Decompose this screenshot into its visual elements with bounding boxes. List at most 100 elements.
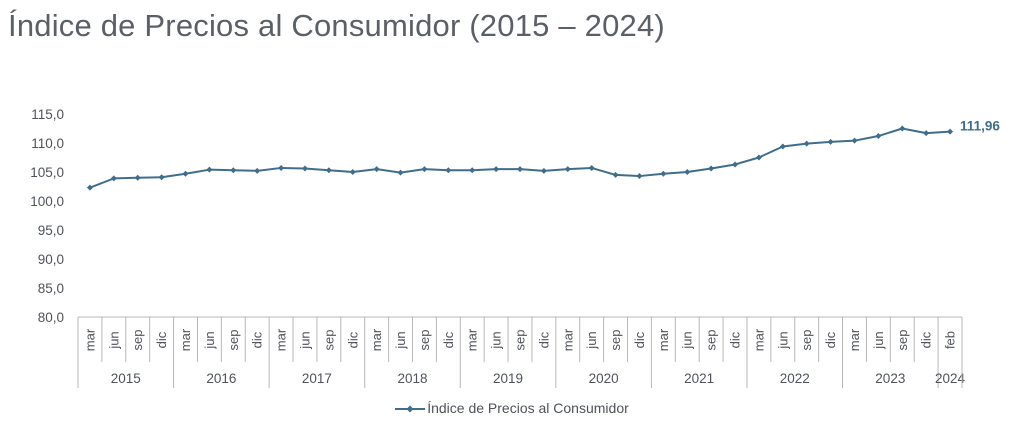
series-ipc: 111,96 [86,119,1000,191]
data-point [301,165,308,172]
legend: Índice de Precios al Consumidor [0,400,1024,416]
data-point [397,169,404,176]
data-point [564,166,571,173]
x-tick-label: mar [82,328,97,351]
x-tick-label: jun [393,331,408,349]
x-tick-label: jun [871,331,886,349]
x-tick-label: jun [584,331,599,349]
data-point [827,138,834,145]
x-tick-label: dic [345,331,360,348]
x-tick-label: mar [656,328,671,351]
y-tick-label: 100,0 [30,194,64,209]
x-tick-label: mar [751,328,766,351]
x-tick-label: jun [775,331,790,349]
year-label: 2015 [111,371,141,386]
x-tick-label: sep [895,330,910,351]
x-tick-label: dic [441,331,456,348]
x-tick-label: dic [536,331,551,348]
data-point [540,167,547,174]
data-point [206,166,213,173]
data-point [421,166,428,173]
x-tick-label: mar [847,328,862,351]
data-point [947,128,954,135]
x-tick-label: sep [417,330,432,351]
year-label: 2021 [684,371,714,386]
data-point [517,166,523,173]
y-tick-label: 80,0 [38,310,64,325]
x-tick-label: sep [513,330,528,351]
x-tick-label: jun [680,331,695,349]
year-label: 2022 [780,371,810,386]
last-value-data-label: 111,96 [960,119,1000,134]
data-point [851,137,858,144]
x-tick-label: feb [943,331,958,349]
data-point [636,173,643,180]
x-tick-label: sep [130,330,145,351]
x-tick-label: mar [369,328,384,351]
y-tick-label: 110,0 [31,136,64,151]
x-axis: mar jun sep dic mar jun sep dic mar jun sep dic mar j… [77,316,966,388]
year-label: 2018 [397,371,427,386]
x-tick-label: mar [274,328,289,351]
data-point [278,164,285,171]
x-tick-label: sep [608,330,623,351]
series-line [89,127,951,189]
data-point [469,167,476,174]
x-tick-label: dic [823,331,838,348]
x-tick-label: dic [919,331,934,348]
data-point [923,130,930,137]
x-tick-label: mar [465,328,480,351]
year-label: 2020 [589,371,619,386]
data-point [445,167,452,174]
data-point [373,166,380,173]
data-point [732,161,739,168]
x-tick-label: sep [226,330,241,351]
data-point [803,140,810,147]
y-axis: 115,0 110,0 105,0 100,0 95,0 90,0 85,0 80,0 [30,107,64,325]
y-tick-label: 105,0 [30,165,64,180]
chart-title: Índice de Precios al Consumidor (2015 – … [8,8,665,43]
data-point [182,170,189,177]
x-tick-label: jun [489,331,504,349]
data-point [875,133,882,140]
x-tick-label: sep [321,330,336,351]
x-tick-label: dic [632,331,647,348]
data-point [254,167,261,174]
data-point [660,170,667,177]
data-point [588,164,595,171]
year-label: 2017 [302,371,332,386]
year-label: 2024 [935,371,966,386]
data-point [755,154,762,161]
data-point [493,166,500,173]
y-tick-label: 85,0 [38,281,64,296]
x-tick-label: sep [704,330,719,351]
x-tick-label: jun [297,331,312,349]
x-tick-label: dic [728,331,743,348]
data-point [779,143,786,150]
data-point [134,174,141,181]
year-label: 2023 [875,371,905,386]
x-tick-label: dic [250,331,265,348]
x-tick-label: mar [178,328,193,351]
data-point [86,184,93,191]
data-point [349,169,356,175]
x-tick-label: dic [154,331,169,348]
y-tick-label: 95,0 [38,223,64,238]
year-label: 2019 [493,371,523,386]
data-point [612,171,619,178]
year-label: 2016 [206,371,236,386]
x-tick-label: jun [202,331,217,349]
data-point [684,169,691,175]
legend-label: Índice de Precios al Consumidor [427,400,629,416]
data-point [899,125,906,132]
x-tick-label: jun [106,331,121,349]
y-tick-label: 115,0 [31,107,64,122]
data-point [708,165,715,172]
data-point [110,175,117,182]
legend-line-marker-icon [395,405,426,413]
x-tick-label: sep [799,330,814,351]
data-point [325,167,332,174]
x-tick-label: mar [560,328,575,351]
data-point [230,167,237,174]
